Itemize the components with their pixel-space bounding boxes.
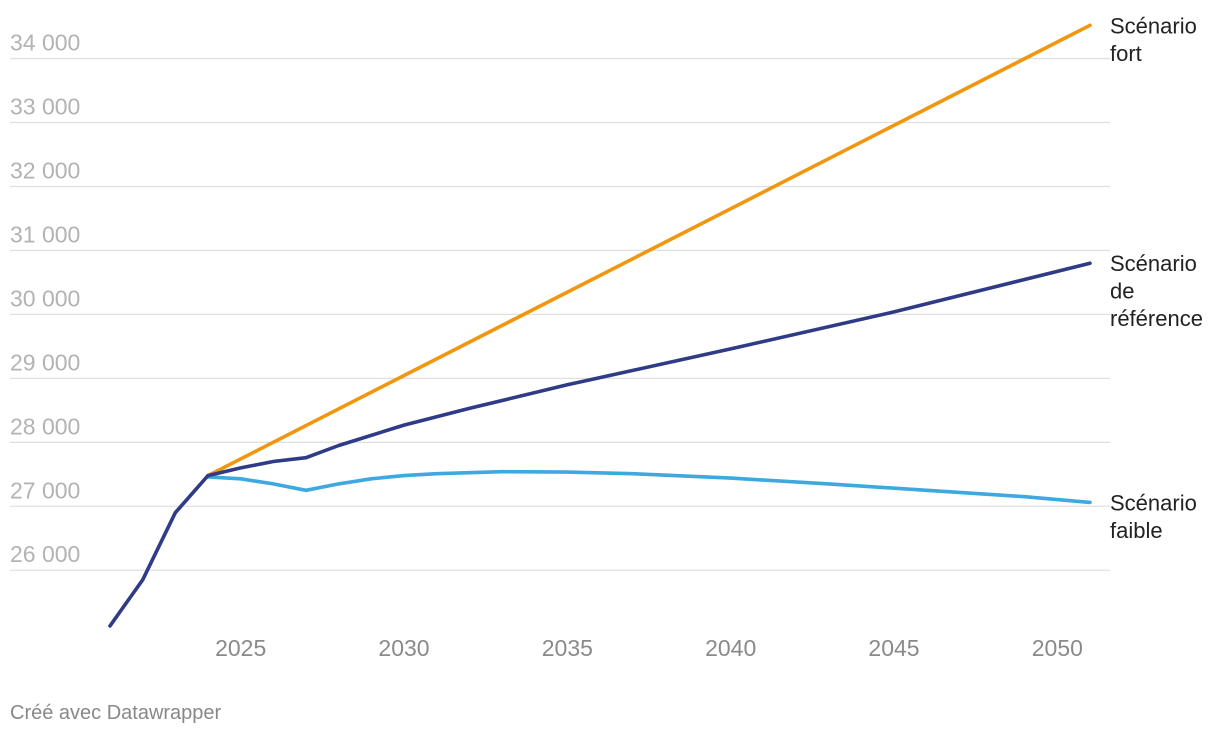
series-line-historique [108, 473, 210, 628]
series-label-reference: Scénario de référence [1110, 251, 1203, 331]
series-line-fort [206, 23, 1092, 478]
x-tick-label: 2050 [1032, 635, 1083, 661]
x-axis-ticks: 2025 2030 2035 2040 2045 2050 [215, 635, 1083, 661]
datawrapper-credit: Créé avec Datawrapper [10, 702, 222, 724]
x-tick-label: 2040 [705, 635, 756, 661]
series-lines [108, 23, 1092, 628]
y-tick-label: 29 000 [10, 349, 80, 375]
x-tick-label: 2025 [215, 635, 266, 661]
gridlines [10, 57, 1110, 571]
x-tick-label: 2035 [542, 635, 593, 661]
x-tick-label: 2045 [868, 635, 919, 661]
series-line-reference [206, 261, 1092, 478]
series-labels: Scénario fort Scénario de référence Scénario f… [1110, 13, 1203, 543]
y-axis-ticks: 26 000 27 000 28 000 29 000 30 000 31 000 32 0… [10, 30, 80, 568]
y-tick-label: 33 000 [10, 94, 80, 120]
y-tick-label: 26 000 [10, 541, 80, 567]
y-tick-label: 32 000 [10, 157, 80, 183]
series-label-faible: Scénario faible [1110, 490, 1197, 543]
line-chart: 26 000 27 000 28 000 29 000 30 000 31 000 32 0… [10, 13, 1203, 661]
series-line-faible [206, 469, 1092, 505]
y-tick-label: 31 000 [10, 221, 80, 247]
series-label-fort: Scénario fort [1110, 13, 1197, 66]
y-tick-label: 27 000 [10, 477, 80, 503]
y-tick-label: 28 000 [10, 413, 80, 439]
y-tick-label: 34 000 [10, 30, 80, 56]
x-tick-label: 2030 [378, 635, 429, 661]
y-tick-label: 30 000 [10, 285, 80, 311]
